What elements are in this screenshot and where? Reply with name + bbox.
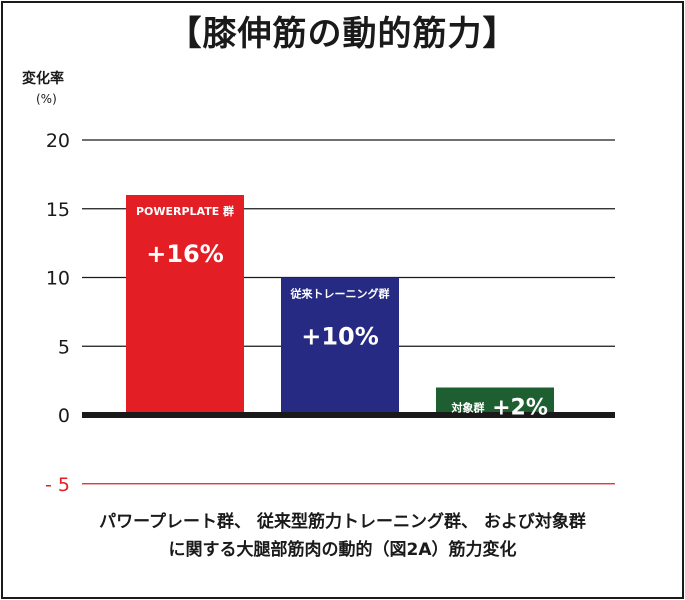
y-tick-label: 10 xyxy=(46,268,70,290)
y-axis-unit: (%) xyxy=(36,92,57,106)
chart-title: 【膝伸筋の動的筋力】 xyxy=(167,14,518,54)
bar-value-label: +16% xyxy=(146,240,224,268)
bar-value-label: +10% xyxy=(301,323,379,351)
y-tick-label: 5 xyxy=(58,336,70,358)
bar-category-label: POWERPLATE 群 xyxy=(136,204,234,218)
y-axis-label: 変化率 xyxy=(22,71,64,87)
bar-value-label: +2% xyxy=(492,396,548,421)
bar xyxy=(126,195,244,412)
bar-category-label: 従来トレーニング群 xyxy=(290,287,390,301)
caption-line-1: パワープレート群、 従来型筋力トレーニング群、 および対象群 xyxy=(99,512,586,532)
bar xyxy=(436,387,554,412)
caption-line-2: に関する大腿部筋肉の動的（図2A）筋力変化 xyxy=(168,540,517,560)
y-tick-label: 20 xyxy=(46,130,70,152)
y-tick-label: 0 xyxy=(58,405,70,427)
chart-caption: パワープレート群、 従来型筋力トレーニング群、 および対象群 に関する大腿部筋肉… xyxy=(0,508,685,564)
y-tick-label: - 5 xyxy=(45,474,70,496)
bar-category-label: 対象群 xyxy=(451,401,485,415)
bar xyxy=(281,277,399,412)
y-tick-label: 15 xyxy=(46,199,70,221)
